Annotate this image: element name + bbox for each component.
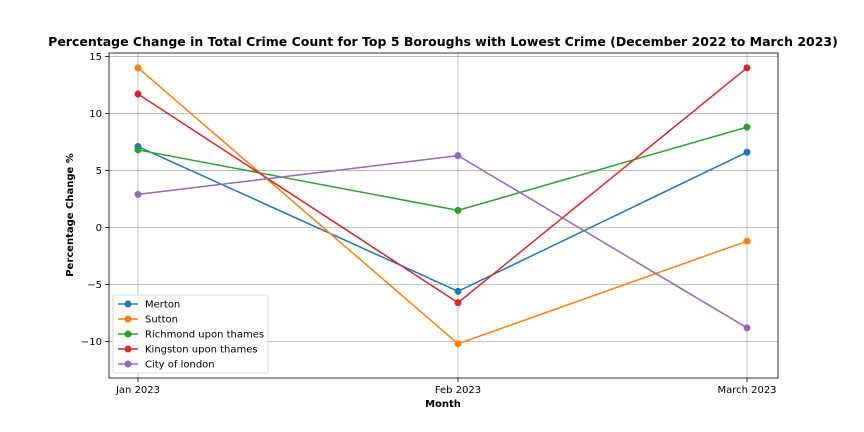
chart-title: Percentage Change in Total Crime Count f…	[48, 34, 838, 49]
series-sutton	[134, 64, 751, 348]
y-axis-label: Percentage Change %	[65, 153, 76, 277]
legend: Merton Sutton Richmond upon thames Kingston…	[112, 294, 269, 374]
legend-label: Kingston upon thames	[145, 345, 258, 356]
data-point	[134, 90, 142, 98]
data-point	[743, 148, 751, 156]
y-tick-label: −10	[81, 337, 102, 348]
data-point	[134, 190, 142, 198]
x-tick-label: Feb 2023	[435, 385, 481, 396]
legend-label: Sutton	[145, 315, 178, 326]
legend-item: City of london	[118, 360, 215, 371]
x-tick-label: Jan 2023	[115, 385, 160, 396]
legend-swatch-marker	[124, 330, 132, 338]
y-tick-label: 10	[89, 109, 102, 120]
legend-label: Richmond upon thames	[145, 330, 264, 341]
legend-box	[112, 294, 269, 374]
y-tick-label: 0	[96, 223, 102, 234]
data-point	[454, 287, 462, 295]
legend-label: City of london	[145, 360, 215, 371]
legend-swatch-marker	[124, 360, 132, 368]
x-tick-label: March 2023	[717, 385, 776, 396]
legend-swatch-marker	[124, 345, 132, 353]
data-point	[743, 237, 751, 245]
data-point	[454, 152, 462, 160]
data-point	[134, 146, 142, 154]
y-tick-label: 15	[89, 52, 102, 63]
y-axis: −10 −5 0 5 10 15	[81, 52, 109, 348]
y-tick-label: 5	[96, 166, 102, 177]
y-tick-label: −5	[87, 280, 102, 291]
x-axis-label: Month	[425, 399, 461, 410]
series-layer	[134, 64, 751, 348]
series-kingston-upon-thames	[134, 64, 751, 307]
legend-label: Merton	[145, 300, 180, 311]
legend-item: Kingston upon thames	[118, 345, 258, 356]
data-point	[743, 324, 751, 332]
legend-item: Richmond upon thames	[118, 330, 264, 341]
legend-item: Merton	[118, 300, 180, 311]
plot-area-frame	[108, 52, 779, 379]
data-point	[743, 64, 751, 72]
data-point	[454, 206, 462, 214]
legend-swatch-marker	[124, 300, 132, 308]
x-axis: Jan 2023 Feb 2023 March 2023	[115, 378, 777, 396]
legend-item: Sutton	[118, 315, 178, 326]
data-point	[134, 64, 142, 72]
data-point	[454, 299, 462, 307]
data-point	[743, 123, 751, 131]
series-richmond-upon-thames	[134, 123, 751, 214]
legend-swatch-marker	[124, 315, 132, 323]
series-city-of-london	[134, 152, 751, 332]
data-point	[454, 340, 462, 348]
